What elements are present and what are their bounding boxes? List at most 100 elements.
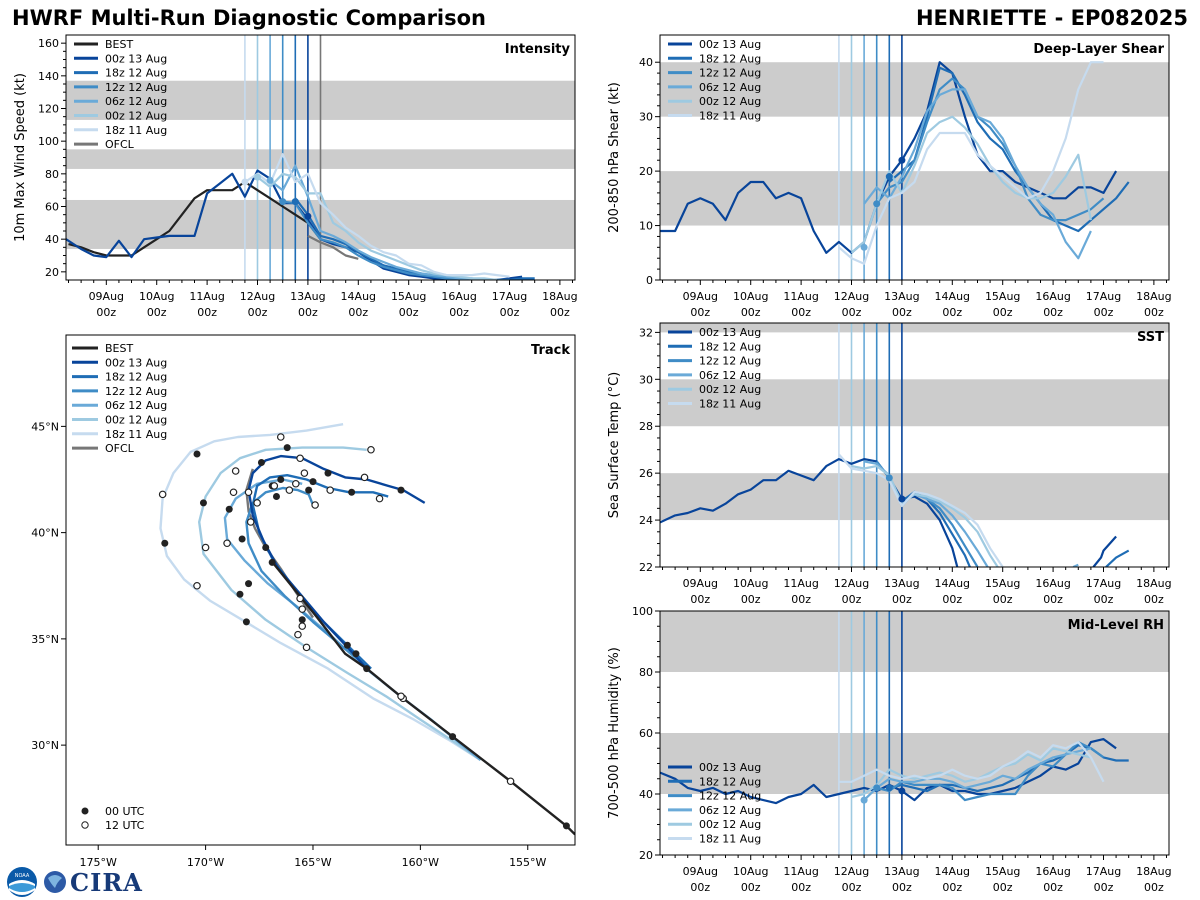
track-point-12utc (285, 486, 294, 494)
track-point-00utc (193, 450, 201, 458)
legend-label: 06z 12 Aug (699, 369, 761, 382)
y-axis-label: 200-850 hPa Shear (kt) (607, 82, 622, 233)
x-tick-hour: 00z (690, 593, 710, 606)
legend-label: 00z 12 Aug (105, 414, 167, 427)
y-tick-label: 120 (38, 103, 59, 116)
x-tick-hour: 00z (690, 881, 710, 894)
y-tick-label: 20 (639, 165, 653, 178)
x-tick-hour: 00z (942, 306, 962, 319)
series-line-best (68, 180, 322, 257)
legend-label: BEST (105, 342, 133, 355)
y-tick-label: 10 (639, 220, 653, 233)
track-point-12utc (276, 433, 285, 441)
x-tick-date: 13Aug (884, 865, 919, 878)
legend-label: 18z 12 Aug (105, 371, 167, 384)
y-tick-label: 40°N (31, 527, 59, 540)
x-tick-date: 09Aug (683, 865, 718, 878)
track-point-12utc (253, 499, 261, 507)
legend-label: 12z 12 Aug (699, 790, 761, 803)
series-line-06z-12-aug (863, 88, 1092, 260)
x-tick-hour: 00z (1094, 593, 1114, 606)
shaded-band (660, 379, 1169, 427)
noaa-badge-text: NOAA (15, 873, 30, 879)
x-tick-date: 16Aug (441, 290, 476, 303)
track-point-00utc (324, 469, 332, 477)
init-marker (885, 474, 893, 482)
x-tick-hour: 00z (842, 593, 862, 606)
init-marker (291, 198, 299, 206)
y-tick-label: 26 (639, 467, 653, 480)
track-point-12utc (201, 543, 210, 552)
x-tick-hour: 00z (1144, 306, 1164, 319)
track-point-00utc (309, 478, 317, 486)
x-tick-hour: 00z (690, 306, 710, 319)
panel-title: Track (531, 343, 570, 358)
panel-title: Mid-Level RH (1068, 618, 1164, 633)
x-tick-date: 15Aug (391, 290, 426, 303)
series-line-00z-12-aug (851, 465, 999, 567)
legend-label: 18z 12 Aug (699, 775, 761, 788)
y-axis-label: 700-500 hPa Humidity (%) (607, 647, 622, 819)
track-panel: 175°W 170°W 165°W 160°W 155°W 30°N 35°N 40°N 45°… (31, 334, 576, 869)
y-tick-label: 32 (639, 326, 653, 339)
y-tick-label: 60 (639, 727, 653, 740)
series-line-00z-13-aug-tail (1092, 535, 1117, 567)
x-tick-date: 14Aug (935, 577, 970, 590)
legend-label: 00z 12 Aug (699, 383, 761, 396)
legend-marker-12utc (81, 821, 89, 829)
init-marker (304, 212, 312, 220)
track-point-00utc (199, 499, 207, 507)
x-tick-hour: 00z (842, 306, 862, 319)
track-line-12z-12-aug (245, 486, 372, 670)
track-point-00utc (236, 590, 244, 598)
y-tick-label: 24 (639, 514, 653, 527)
x-tick-hour: 00z (1144, 881, 1164, 894)
x-tick-hour: 00z (449, 306, 469, 319)
track-point-00utc (283, 444, 291, 452)
legend-label: OFCL (105, 138, 135, 151)
track-point-12utc (294, 630, 302, 639)
x-tick-hour: 00z (993, 306, 1013, 319)
x-tick-hour: 00z (1094, 881, 1114, 894)
x-tick-hour: 00z (892, 881, 912, 894)
legend-label: 06z 12 Aug (699, 804, 761, 817)
x-tick-date: 14Aug (935, 290, 970, 303)
x-tick-hour: 00z (892, 593, 912, 606)
y-tick-label: 100 (632, 605, 653, 618)
legend-label: BEST (105, 38, 133, 51)
legend-label: 18z 11 Aug (699, 110, 761, 123)
x-tick-date: 15Aug (985, 290, 1020, 303)
y-tick-label: 80 (45, 168, 59, 181)
x-tick-date: 18Aug (542, 290, 577, 303)
track-point-00utc (397, 486, 405, 494)
y-tick-label: 30°N (31, 739, 59, 752)
cira-logo: NOAA CIRA (6, 866, 143, 898)
x-tick-date: 12Aug (834, 290, 869, 303)
x-tick-label: 155°W (509, 856, 546, 869)
track-point-12utc (302, 643, 311, 652)
track-point-12utc (375, 494, 384, 503)
track-point-00utc (245, 580, 253, 588)
track-point-00utc (298, 616, 306, 624)
legend-label: 00z 13 Aug (699, 761, 761, 774)
plot-area (158, 423, 575, 836)
x-tick-hour: 00z (96, 306, 116, 319)
x-tick-label: 170°W (187, 856, 224, 869)
x-tick-date: 17Aug (1086, 577, 1121, 590)
track-point-12utc (360, 473, 369, 482)
plot-area (66, 35, 575, 280)
y-tick-label: 140 (38, 70, 59, 83)
track-point-12utc (300, 469, 309, 477)
x-tick-date: 10Aug (139, 290, 174, 303)
track-point-00utc (257, 459, 265, 466)
legend-label: 00z 13 Aug (105, 356, 167, 369)
x-tick-hour: 00z (1144, 593, 1164, 606)
legend-label: 12z 12 Aug (699, 67, 761, 80)
series-line-ofcl (307, 234, 359, 260)
track-point-00utc (348, 488, 356, 496)
x-tick-date: 18Aug (1136, 865, 1171, 878)
x-tick-hour: 00z (942, 593, 962, 606)
